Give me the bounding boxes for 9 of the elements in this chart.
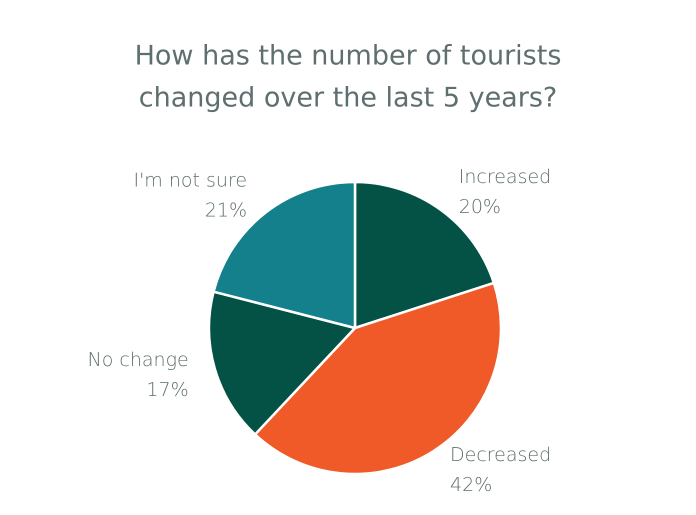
slice-label: No change [88,348,189,371]
slice-label: Increased [458,166,552,188]
data-label: 20% [458,196,501,218]
data-label: 17% [146,378,189,401]
data-label: 42% [450,474,492,496]
slice-label: I'm not sure [133,169,248,192]
slice-label: Decreased [450,444,552,466]
data-label: 21% [204,199,248,222]
chart-title: How has the number of tourists changed over the last 5 years? [134,40,562,114]
